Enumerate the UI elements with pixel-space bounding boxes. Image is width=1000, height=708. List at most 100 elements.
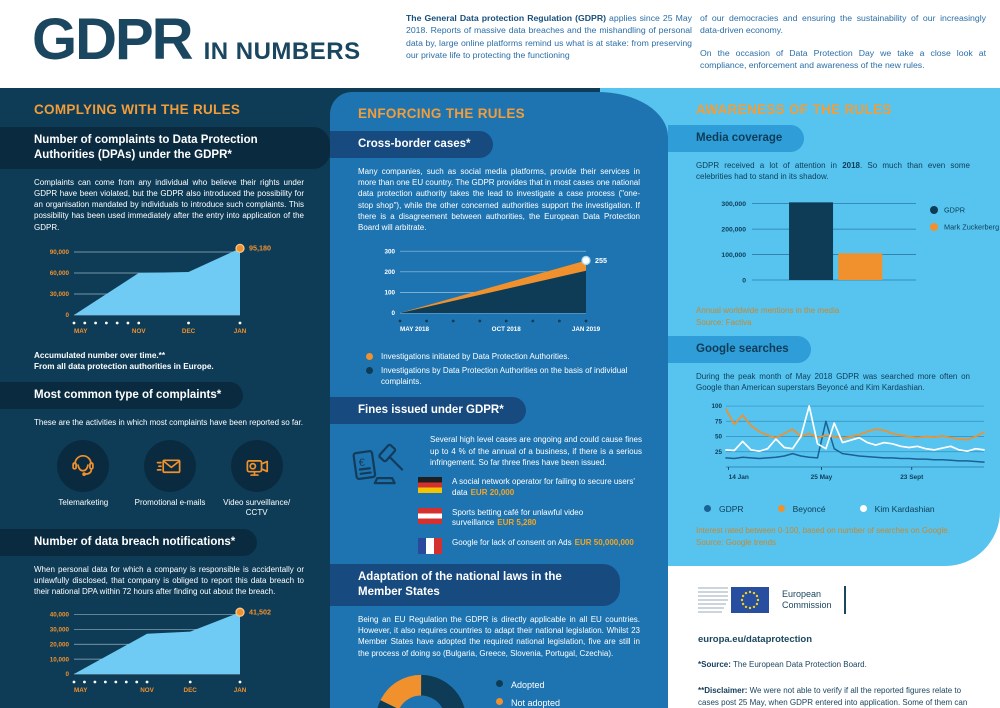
complying-column: COMPLYING WITH THE RULES Number of compl… [0,88,330,708]
orange-dot-icon [777,505,785,512]
title-gdpr: GDPR [32,7,194,72]
intro-paragraph-left: The General Data protection Regulation (… [406,12,692,71]
adaptation-section-title: Adaptation of the national laws in the M… [330,564,620,607]
austria-flag [418,507,442,524]
awareness-column: AWARENESS OF THE RULES Media coverage GD… [668,88,1000,566]
logo-divider [843,586,846,614]
svg-text:95,180: 95,180 [249,243,271,252]
orange-dot-icon [496,697,503,705]
logo-wordmark: European Commission [782,588,832,610]
svg-text:14 Jan: 14 Jan [729,474,749,481]
source-note: *Source: The European Data Protection Bo… [698,660,867,669]
svg-text:25 May: 25 May [811,474,833,481]
crossborder-body: Many companies, such as social media pla… [358,166,640,232]
svg-text:41,502: 41,502 [249,608,271,617]
complaints-section-title: Number of complaints to Data Protection … [0,127,330,169]
eu-flag-icon [698,587,769,613]
svg-text:0: 0 [391,310,395,317]
france-flag [418,538,442,555]
svg-text:10,000: 10,000 [50,657,70,664]
svg-text:JAN 2019: JAN 2019 [572,326,601,333]
svg-text:DEC: DEC [184,687,198,694]
svg-text:NOV: NOV [140,687,154,694]
google-searches-section-title: Google searches [668,335,811,363]
search-interest-line-chart: 25 50 75 100 14 Jan 25 May 23 Sept [696,397,1000,494]
svg-text:100: 100 [711,403,722,410]
disclaimer-note: **Disclaimer: We were not able to verify… [698,686,968,707]
fines-section-title: Fines issued under GDPR* [330,397,526,425]
svg-text:23 Sept: 23 Sept [900,474,924,481]
legend-item-adopted: Adopted [496,679,560,691]
svg-text:60,000: 60,000 [50,270,70,277]
blue-dot-icon [704,505,711,512]
svg-text:0: 0 [65,672,69,679]
complaints-caption-2: From all data protection authorities in … [34,361,214,371]
svg-text:0: 0 [742,278,746,285]
complaints-caption-1: Accumulated number over time.** [34,350,166,360]
intro-paragraph-right: of our democracies and ensuring the sust… [700,12,986,81]
legend-item-complaint-based: Investigations by Data Protection Author… [366,366,640,388]
white-dot-icon [859,505,867,512]
fines-gavel-icon: € [350,436,412,503]
telemarketing-label: Telemarketing [58,498,109,508]
svg-text:MAY: MAY [74,328,88,335]
svg-text:MAY: MAY [74,687,88,694]
svg-text:30,000: 30,000 [50,291,70,298]
fine-amount: EUR 5,280 [497,518,537,528]
breaches-body: When personal data for which a company i… [34,564,304,597]
fine-row-austria: Sports betting café for unlawful video s… [418,507,642,530]
svg-text:100: 100 [384,290,395,297]
complaint-types-section-title: Most common type of complaints* [0,381,244,409]
page-title: GDPR IN NUMBERS [32,6,361,73]
svg-text:0: 0 [65,312,69,319]
svg-text:Mark Zuckerberg: Mark Zuckerberg [944,223,999,232]
breaches-area-chart: 0 10,000 20,000 30,000 40,000 MAY NOV DEC JAN 41,… [28,601,330,708]
orange-dot-icon [366,353,373,361]
svg-text:200,000: 200,000 [721,227,746,234]
svg-text:30,000: 30,000 [50,627,70,634]
legend-item-not-adopted: Not adopted [496,697,560,708]
svg-text:200: 200 [384,269,395,276]
intro-p1: of our democracies and ensuring the sust… [700,13,986,36]
adoption-donut-chart [374,673,468,708]
fines-body: Several high level cases are ongoing and… [430,435,642,467]
navy-dot-icon [496,679,503,687]
complaint-type-telemarketing: Telemarketing [40,440,127,519]
svg-text:NOV: NOV [132,328,146,335]
svg-text:90,000: 90,000 [50,249,70,256]
svg-text:25: 25 [715,449,723,456]
complaints-body: Complaints can come from any individual … [34,177,304,232]
promotional-emails-label: Promotional e-mails [134,498,206,508]
title-in-numbers: IN NUMBERS [203,38,361,65]
legend-item-gdpr: GDPR [704,504,744,515]
media-coverage-section-title: Media coverage [668,125,805,152]
dataprotection-link[interactable]: europa.eu/dataprotection [698,634,813,645]
svg-text:255: 255 [595,256,607,265]
crossborder-stacked-area-chart: 0 100 200 300 MAY 2018 OCT 2018 JAN 2019 255 [358,237,668,346]
fine-row-france: Google for lack of consent on Ads EUR 50,… [418,538,642,555]
search-legend: GDPR Beyoncé Kim Kardashian [704,504,1000,515]
svg-text:MAY 2018: MAY 2018 [400,326,430,333]
complaint-type-emails: Promotional e-mails [127,440,214,519]
complying-header: COMPLYING WITH THE RULES [34,102,241,117]
search-caption-2: Source: Google trends [696,537,777,547]
svg-text:100,000: 100,000 [721,252,746,259]
svg-text:75: 75 [715,418,723,425]
enforcing-header: ENFORCING THE RULES [358,106,525,121]
svg-text:300,000: 300,000 [721,201,746,208]
media-caption-1: Annual worldwide mentions in the media [696,306,840,316]
svg-text:50: 50 [715,434,723,441]
svg-text:20,000: 20,000 [50,642,70,649]
media-mentions-bar-chart: 0 100,000 200,000 300,000 GDPR Mark Zuckerber… [696,186,1000,305]
svg-text:OCT 2018: OCT 2018 [492,326,522,333]
breaches-section-title: Number of data breach notifications* [0,528,258,556]
svg-text:GDPR: GDPR [944,206,965,215]
video-surveillance-label: Video surveillance/ CCTV [223,498,291,518]
complaints-area-chart: 0 30,000 60,000 90,000 MAY NOV DEC JAN 95,180 [28,237,330,350]
legend-item-beyonce: Beyoncé [777,504,826,515]
google-searches-body: During the peak month of May 2018 GDPR w… [696,371,970,392]
intro-lead-bold: The General Data protection Regulation (… [406,13,606,23]
european-commission-logo: European Commission [698,582,972,618]
navy-dot-icon [366,366,373,374]
